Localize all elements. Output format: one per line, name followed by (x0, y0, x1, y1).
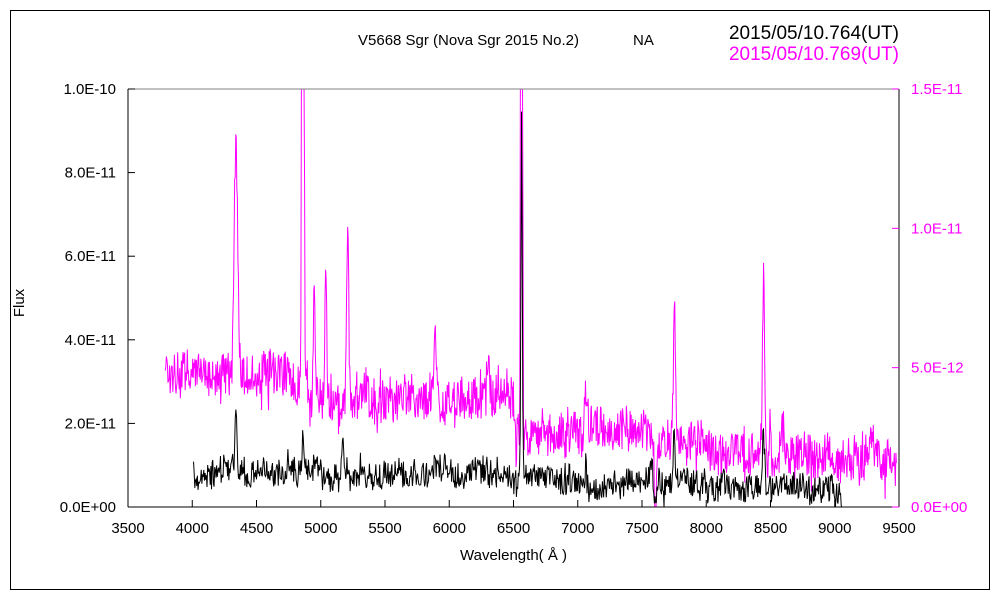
svg-text:4000: 4000 (176, 520, 209, 537)
svg-text:1.0E-11: 1.0E-11 (911, 220, 962, 237)
svg-text:Flux: Flux (11, 288, 28, 317)
svg-text:8500: 8500 (754, 520, 787, 537)
svg-text:1.5E-11: 1.5E-11 (911, 81, 962, 98)
svg-text:3500: 3500 (111, 520, 144, 537)
svg-text:9000: 9000 (818, 520, 851, 537)
svg-text:6500: 6500 (497, 520, 530, 537)
svg-text:0.0E+00: 0.0E+00 (60, 499, 116, 516)
svg-text:0.0E+00: 0.0E+00 (911, 499, 967, 516)
svg-text:7000: 7000 (561, 520, 594, 537)
svg-text:9500: 9500 (882, 520, 915, 537)
svg-text:2015/05/10.764(UT): 2015/05/10.764(UT) (729, 23, 899, 44)
svg-text:6.0E-11: 6.0E-11 (65, 248, 116, 265)
svg-text:V5668 Sgr (Nova Sgr 2015 No.2): V5668 Sgr (Nova Sgr 2015 No.2) NA (358, 32, 654, 49)
svg-text:5000: 5000 (304, 520, 337, 537)
svg-text:5.0E-12: 5.0E-12 (911, 360, 964, 377)
svg-text:7500: 7500 (625, 520, 658, 537)
svg-text:6000: 6000 (433, 520, 466, 537)
svg-text:2015/05/10.769(UT): 2015/05/10.769(UT) (729, 44, 899, 65)
svg-text:Wavelength( Å ): Wavelength( Å ) (460, 547, 567, 564)
svg-text:5500: 5500 (368, 520, 401, 537)
svg-text:4.0E-11: 4.0E-11 (65, 332, 116, 349)
svg-text:2.0E-11: 2.0E-11 (65, 415, 116, 432)
svg-text:4500: 4500 (240, 520, 273, 537)
svg-text:8000: 8000 (690, 520, 723, 537)
svg-text:8.0E-11: 8.0E-11 (65, 165, 116, 182)
svg-text:1.0E-10: 1.0E-10 (63, 81, 116, 98)
